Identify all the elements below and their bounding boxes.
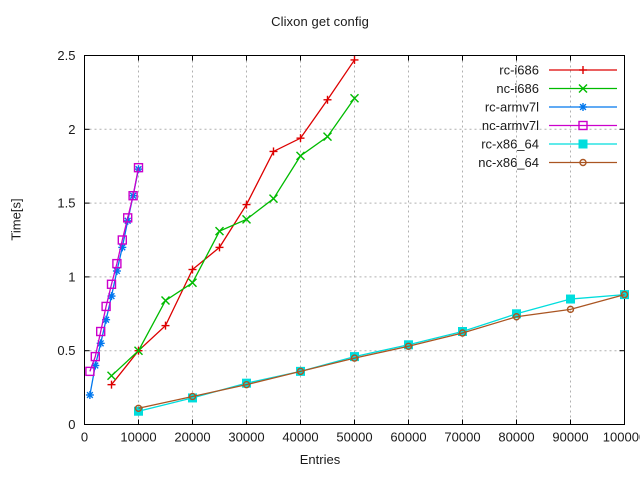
series-line [111, 97, 356, 377]
series-nc-i686 [107, 93, 359, 381]
data-point-marker [106, 279, 117, 289]
y-tick-label: 0 [68, 417, 75, 432]
plot-border [84, 55, 625, 425]
x-tick-label: 20000 [174, 430, 210, 445]
data-point-marker [296, 151, 305, 161]
data-point-marker [458, 329, 467, 337]
data-point-marker [350, 93, 359, 103]
x-tick-label: 90000 [552, 430, 588, 445]
data-point-marker [578, 120, 588, 131]
data-point-marker [95, 326, 106, 337]
data-point-marker [566, 294, 575, 304]
x-tick-label: 60000 [390, 430, 426, 445]
data-point-marker [161, 296, 170, 306]
y-tick-label: 2.5 [57, 48, 75, 63]
data-point-marker [566, 305, 575, 314]
data-point-marker [112, 258, 122, 269]
data-point-marker [128, 191, 138, 201]
data-point-marker [242, 214, 251, 224]
axis-ticks: 0 10000 20000 30000 40000 50000 60000 70000 8000… [57, 48, 640, 445]
data-point-marker [122, 213, 133, 223]
x-tick-label: 50000 [336, 430, 372, 445]
y-tick-label: 1.5 [57, 196, 75, 211]
data-point-marker [134, 404, 143, 412]
data-point-marker [579, 103, 587, 111]
data-point-marker [108, 292, 115, 300]
legend-label-nc-i686: nc-i686 [496, 81, 539, 96]
series-line [110, 59, 356, 386]
data-point-marker [97, 339, 105, 347]
data-point-marker [579, 158, 587, 167]
data-point-marker [350, 354, 359, 362]
legend-label-rc-i686: rc-i686 [499, 63, 539, 78]
data-point-marker [188, 278, 197, 288]
legend-label-nc-armv7l: nc-armv7l [482, 118, 539, 133]
data-point-marker [578, 139, 588, 149]
data-series-layer [85, 55, 629, 416]
series-rc-x86_64 [134, 290, 629, 416]
data-point-marker [90, 351, 101, 362]
x-tick-label: 0 [81, 430, 88, 445]
x-tick-label: 10000 [120, 430, 156, 445]
series-nc-armv7l [85, 162, 144, 377]
data-point-marker [404, 342, 413, 350]
data-point-marker [133, 162, 144, 173]
y-tick-label: 1 [68, 269, 75, 284]
data-point-marker [107, 371, 116, 381]
data-point-marker [117, 235, 128, 245]
x-tick-label: 40000 [282, 430, 318, 445]
data-point-marker [134, 346, 143, 356]
data-point-marker [101, 301, 111, 312]
chart-title: Clixon get config [271, 14, 369, 29]
grid-lines [84, 55, 625, 425]
data-point-marker [296, 367, 305, 376]
series-line [89, 167, 140, 372]
series-nc-x86_64 [134, 290, 629, 412]
data-point-marker [512, 313, 521, 321]
data-point-marker [242, 380, 251, 389]
data-point-marker [86, 391, 94, 399]
legend-label-rc-x86_64: rc-x86_64 [481, 137, 539, 152]
legend-label-rc-armv7l: rc-armv7l [485, 100, 539, 115]
chart-legend: rc-i686 nc-i686 rc-armv7l nc-armv7l rc-x86_6… [478, 63, 617, 170]
x-tick-label: 80000 [498, 430, 534, 445]
data-point-marker [269, 194, 278, 204]
series-rc-i686 [107, 55, 359, 389]
data-point-marker [124, 217, 132, 225]
data-point-marker [323, 132, 332, 142]
data-point-marker [188, 392, 197, 401]
data-point-marker [102, 316, 110, 324]
series-line [138, 293, 625, 409]
data-point-marker [215, 226, 224, 236]
data-point-marker [578, 84, 588, 93]
data-point-marker [620, 290, 629, 299]
x-tick-label: 70000 [444, 430, 480, 445]
legend-label-nc-x86_64: nc-x86_64 [478, 155, 539, 170]
x-tick-label: 30000 [228, 430, 264, 445]
x-axis-label: Entries [299, 452, 341, 467]
y-tick-label: 0.5 [57, 343, 75, 358]
data-point-marker [85, 366, 95, 377]
y-tick-label: 2 [68, 122, 75, 137]
